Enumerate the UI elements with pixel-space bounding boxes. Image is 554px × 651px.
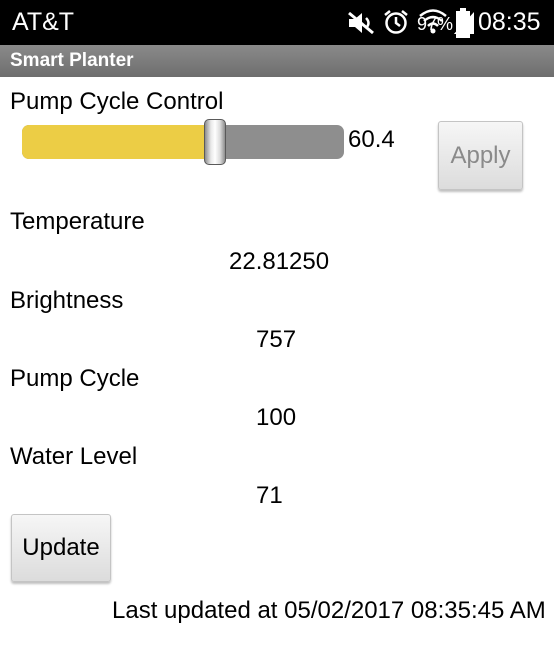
slider-thumb[interactable]	[204, 119, 226, 165]
pump-cycle-value: 100	[256, 404, 297, 431]
mute-icon	[348, 11, 374, 35]
battery-icon	[456, 8, 470, 38]
last-updated-text: Last updated at 05/02/2017 08:35:45 AM	[112, 597, 546, 624]
alarm-icon	[384, 10, 408, 34]
slider-value: 60.4	[348, 126, 395, 153]
update-button[interactable]: Update	[11, 514, 111, 582]
battery-percent: 97%	[417, 14, 454, 34]
pump-cycle-control-label: Pump Cycle Control	[10, 88, 224, 115]
brightness-value: 757	[256, 326, 297, 353]
apply-button[interactable]: Apply	[438, 121, 523, 190]
water-level-label: Water Level	[10, 443, 138, 470]
slider-fill	[22, 125, 215, 159]
app-title-bar: Smart Planter	[0, 45, 554, 77]
temperature-label: Temperature	[10, 208, 145, 235]
carrier-name: AT&T	[12, 8, 75, 36]
pump-cycle-label: Pump Cycle	[10, 365, 140, 392]
water-level-value: 71	[256, 482, 283, 509]
pump-cycle-slider[interactable]	[22, 119, 344, 165]
clock: 08:35	[478, 8, 541, 36]
wifi-icon	[419, 9, 447, 34]
temperature-value: 22.81250	[229, 248, 330, 275]
status-bar: AT&T 97%	[0, 0, 554, 45]
app-title: Smart Planter	[10, 50, 134, 71]
brightness-label: Brightness	[10, 287, 124, 314]
